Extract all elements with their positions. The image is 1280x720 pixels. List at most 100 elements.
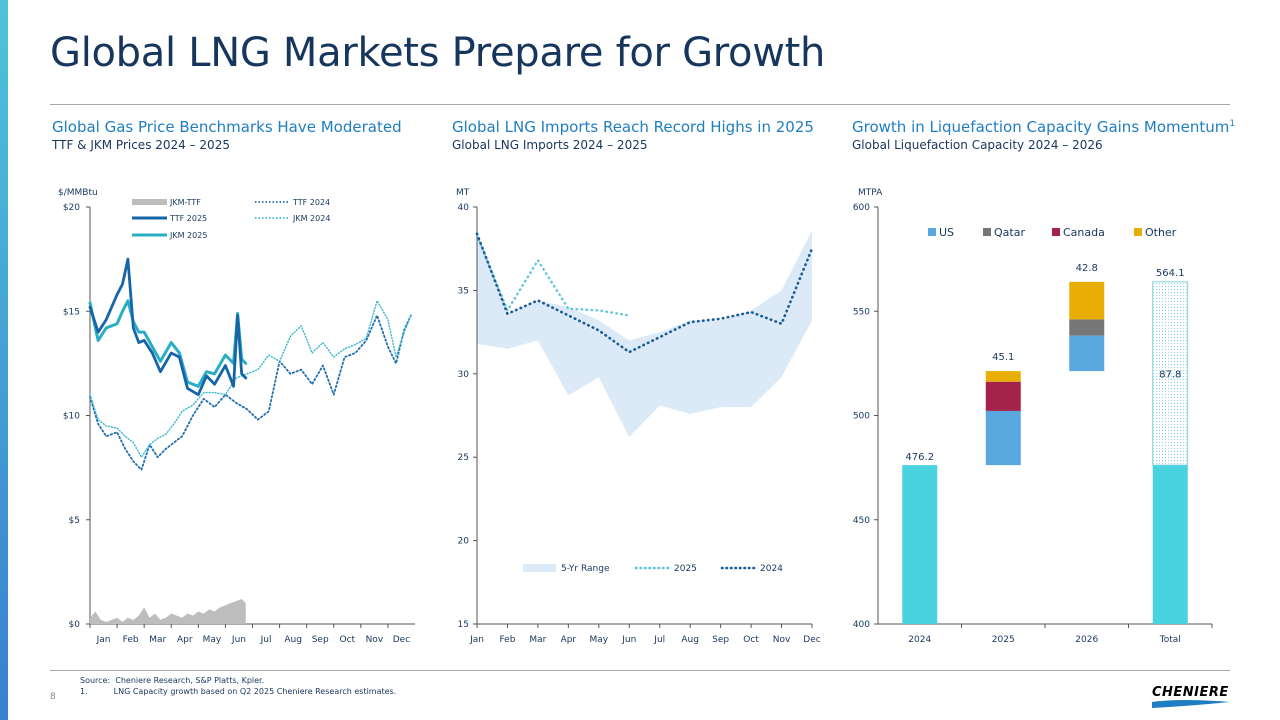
chart3-legend-swatch-qatar [983, 228, 991, 236]
chart2-x-tick-label: Dec [803, 635, 820, 645]
chart1-x-tick-label: Sep [312, 635, 329, 645]
note-text: LNG Capacity growth based on Q2 2025 Che… [113, 687, 397, 696]
chart3-y-tick-label: 400 [853, 620, 870, 630]
page-number: 8 [50, 692, 56, 702]
chart2-y-tick-label: 25 [458, 453, 469, 463]
chart2-y-tick-label: 15 [458, 620, 469, 630]
chart1-x-tick-label: Mar [149, 635, 166, 645]
chart1-legend-label-spread: JKM-TTF [169, 198, 201, 207]
note-number: 1. [80, 687, 88, 696]
chart1-legend-label-ttf2025: TTF 2025 [169, 214, 207, 223]
chart2-y-tick-label: 35 [458, 286, 469, 296]
chart3-y-tick-label: 600 [853, 203, 870, 213]
series-5yr-range-area [477, 230, 812, 438]
bar-2026-growth-label: 42.8 [1076, 263, 1098, 274]
chart3-legend-swatch-us [928, 228, 936, 236]
chart1-x-tick-label: Feb [123, 635, 139, 645]
chart3-y-tick-label: 450 [853, 516, 870, 526]
chart3-x-tick-label: 2026 [1075, 635, 1098, 645]
chart1-y-tick-label: $20 [63, 203, 80, 213]
bar-2025-growth-label: 45.1 [992, 352, 1014, 363]
chart1-y-label: $/MMBtu [58, 188, 98, 198]
logo-wordmark: CHENIERE [1152, 685, 1229, 700]
chart2-legend-label-imp2024: 2024 [760, 564, 783, 574]
chart3-legend-label-other: Other [1145, 226, 1177, 239]
chart2-y-label: MT [456, 188, 470, 198]
title-divider [50, 104, 1230, 105]
bar-total-label: 564.1 [1156, 268, 1185, 279]
chart2-x-tick-label: Mar [529, 635, 546, 645]
chart1-x-tick-label: Oct [340, 635, 356, 645]
chart1-x-tick-label: Nov [366, 635, 384, 645]
price-benchmark-chart: $/MMBtu $0 $5 $10 $15 $20 Jan Feb Mar Apr May Jun Ju… [58, 188, 415, 645]
chart1-legend-label-jkm2025: JKM 2025 [169, 231, 207, 240]
panel2-subtitle: Global LNG Imports 2024 – 2025 [452, 138, 648, 152]
chart3-legend-label-canada: Canada [1063, 226, 1105, 239]
panel3-footnote-marker: 1 [1229, 119, 1236, 129]
chart2-y-tick-label: 20 [458, 537, 470, 547]
chart3-y-tick-label: 500 [853, 412, 870, 422]
chart2-x-tick-label: May [590, 635, 609, 645]
source-text: Cheniere Research, S&P Platts, Kpler. [115, 676, 265, 685]
bar-2025-canada-segment [985, 381, 1021, 411]
panel3-subtitle: Global Liquefaction Capacity 2024 – 2026 [852, 138, 1103, 152]
chart1-x-tick-label: Jul [260, 635, 272, 645]
series-ttf-2024-line [89, 314, 412, 471]
chart1-y-tick-label: $15 [63, 307, 80, 317]
panel1-title: Global Gas Price Benchmarks Have Moderat… [52, 118, 402, 136]
bar-2024-base [902, 465, 938, 624]
bar-total-growth-label: 87.8 [1159, 369, 1181, 380]
chart1-y-tick-label: $0 [69, 620, 81, 630]
bar-total-growth-segment [1152, 281, 1189, 466]
panel3-title-text: Growth in Liquefaction Capacity Gains Mo… [852, 118, 1230, 136]
chart1-x-tick-label: Dec [393, 635, 410, 645]
chart1-x-tick-label: Apr [177, 635, 193, 645]
bar-2026-us-segment [1069, 335, 1105, 372]
chart3-x-tick-label: 2024 [908, 635, 931, 645]
chart2-x-tick-label: Apr [561, 635, 577, 645]
chart3-legend-label-us: US [939, 226, 954, 239]
chart1-x-tick-label: Aug [284, 635, 302, 645]
chart2-y-tick-label: 30 [458, 370, 470, 380]
chart2-x-tick-label: Feb [499, 635, 515, 645]
panel2-title: Global LNG Imports Reach Record Highs in… [452, 118, 814, 136]
logo-swoosh [1152, 700, 1230, 708]
chart3-legend-swatch-other [1134, 228, 1142, 236]
series-jkm-2025-line [88, 299, 248, 388]
chart1-x-tick-label: Jun [231, 635, 246, 645]
bar-2024-label: 476.2 [905, 452, 934, 463]
series-jkm-ttf-area [90, 598, 246, 624]
chart2-x-tick-label: Nov [773, 635, 791, 645]
series-imports-2024-line [475, 232, 814, 354]
page-title: Global LNG Markets Prepare for Growth [50, 30, 826, 76]
chart2-x-tick-label: Jun [621, 635, 636, 645]
liquefaction-capacity-chart: MTPA 400 450 500 550 600 2024 2025 2026 Total 476.… [853, 188, 1213, 645]
chart2-x-tick-label: Aug [681, 635, 699, 645]
chart1-x-tick-label: May [203, 635, 222, 645]
series-jkm-2024-line [89, 300, 412, 458]
bar-total-base [1152, 465, 1188, 624]
cheniere-logo: CHENIERE [1152, 685, 1230, 708]
chart1-y-tick-label: $5 [69, 516, 80, 526]
chart2-x-tick-label: Jul [653, 635, 665, 645]
left-accent-stripe [0, 0, 8, 720]
source-label: Source: [80, 676, 111, 685]
panel1-subtitle: TTF & JKM Prices 2024 – 2025 [52, 138, 230, 152]
bar-2026-qatar-segment [1069, 319, 1105, 336]
series-ttf-2025-line [88, 257, 248, 397]
chart3-legend-swatch-canada [1052, 228, 1060, 236]
chart3-legend-label-qatar: Qatar [994, 226, 1025, 239]
bar-2026-other-segment [1069, 281, 1105, 320]
chart2-x-tick-label: Sep [712, 635, 729, 645]
chart2-legend-label-range: 5-Yr Range [561, 564, 610, 574]
chart2-x-tick-label: Jan [469, 635, 484, 645]
chart1-y-tick-label: $10 [63, 412, 80, 422]
chart3-y-label: MTPA [858, 188, 883, 198]
chart2-x-tick-label: Oct [743, 635, 759, 645]
footer-note: 1. LNG Capacity growth based on Q2 2025 C… [80, 687, 396, 696]
chart1-legend-label-jkm2024: JKM 2024 [292, 214, 330, 223]
panel3-title: Growth in Liquefaction Capacity Gains Mo… [852, 118, 1235, 136]
chart1-x-tick-label: Jan [96, 635, 111, 645]
chart3-x-tick-label: Total [1159, 635, 1181, 645]
